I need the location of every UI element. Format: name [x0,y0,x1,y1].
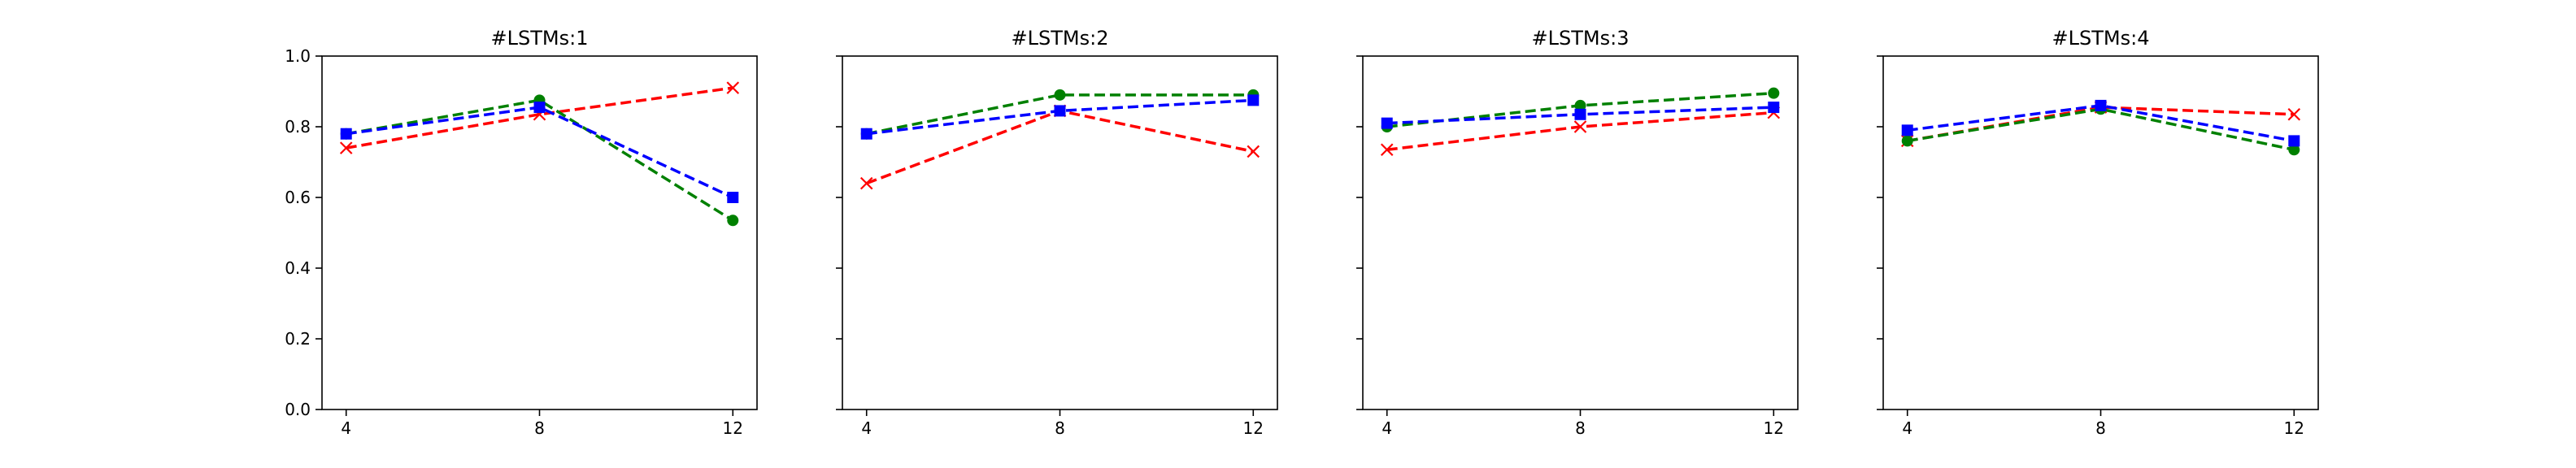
subplot-3-title: #LSTMs:3 [1532,27,1630,50]
subplot-2-blue-point-8 [1054,105,1066,117]
subplot-2-green-series-line [866,93,1254,136]
subplot-1-y-tick-label-1: 0.2 [285,329,311,349]
subplot-1-blue-point-4 [340,128,352,140]
subplot-3-green-point-8 [1574,99,1586,111]
subplot-1-title: #LSTMs:1 [491,27,589,50]
subplot-1: #LSTMs:1 4 8 12 0.0 0.2 0.4 0.6 0.8 1.0 [285,27,758,438]
subplot-1-axes-frame [321,55,758,410]
subplot-3-axes-frame [1362,55,1799,410]
subplot-3-red-point-4 [1380,143,1394,157]
subplot-3-x-tick-label-12: 12 [1764,418,1784,438]
subplot-4-axes-frame [1882,55,2319,410]
subplot-4-x-tick-label-4: 4 [1902,418,1912,438]
subplot-2-red-point-4 [859,176,873,190]
subplot-1-green-point-12 [727,214,739,227]
subplot-3-red-point-8 [1573,120,1587,133]
subplot-4-green-point-4 [1901,135,1913,147]
subplot-1-blue-point-12 [727,192,739,203]
subplot-1-y-tick-label-5: 1.0 [285,46,311,66]
subplot-1-x-tick-label-4: 4 [341,418,351,438]
subplot-3: #LSTMs:3 4 8 12 [1356,27,1799,438]
subplot-1-blue-point-8 [533,102,546,114]
subplot-1-x-tick-label-8: 8 [534,418,545,438]
subplot-3-blue-point-8 [1574,108,1586,120]
subplot-3-blue-point-12 [1768,102,1780,114]
subplot-3-blue-point-4 [1381,117,1393,129]
subplot-2-blue-point-4 [860,128,872,140]
subplot-3-x-tick-label-8: 8 [1575,418,1586,438]
subplot-4-x-tick-label-12: 12 [2284,418,2304,438]
subplot-1-y-tick-label-2: 0.4 [285,258,311,278]
subplot-1-x-tick-label-12: 12 [723,418,743,438]
subplot-2: #LSTMs:2 4 8 12 [836,27,1278,438]
subplot-1-y-tick-label-4: 0.8 [285,117,311,136]
subplot-2-title: #LSTMs:2 [1012,27,1109,50]
subplot-1-y-tick-label-3: 0.6 [285,188,311,207]
subplot-1-y-tick-label-0: 0.0 [285,400,311,419]
subplot-3-x-tick-label-4: 4 [1382,418,1392,438]
subplot-3-green-point-12 [1768,87,1780,99]
subplot-2-axes-frame [842,55,1278,410]
subplot-4-green-point-12 [2288,144,2300,156]
subplot-2-x-tick-label-8: 8 [1055,418,1065,438]
subplot-2-x-tick-label-12: 12 [1243,418,1264,438]
subplot-2-red-point-12 [1247,145,1260,158]
subplot-1-red-series-line [346,86,733,150]
subplot-1-green-series-line [346,98,734,222]
subplot-2-blue-point-12 [1247,94,1260,106]
subplot-4: #LSTMs:4 4 8 12 [1877,27,2319,438]
subplot-4-title: #LSTMs:4 [2052,27,2150,50]
subplot-2-x-tick-label-4: 4 [861,418,872,438]
subplot-4-blue-point-12 [2288,135,2300,147]
subplot-1-red-point-12 [726,81,740,94]
subplot-1-red-point-4 [339,141,353,154]
subplot-4-blue-point-8 [2095,99,2107,111]
subplot-4-blue-point-4 [1901,124,1913,136]
subplot-4-red-point-12 [2287,107,2301,121]
subplot-2-green-point-8 [1054,89,1066,101]
subplot-4-x-tick-label-8: 8 [2095,418,2106,438]
